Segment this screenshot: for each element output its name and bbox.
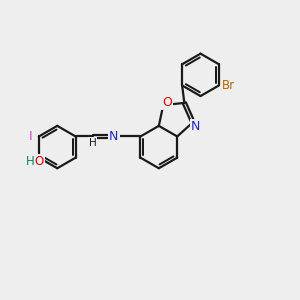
- Text: H: H: [26, 155, 35, 168]
- Text: O: O: [35, 155, 44, 168]
- Text: N: N: [190, 121, 200, 134]
- Text: O: O: [162, 96, 172, 109]
- Text: Br: Br: [222, 79, 235, 92]
- Text: I: I: [29, 130, 32, 143]
- Text: H: H: [89, 138, 97, 148]
- Text: N: N: [109, 130, 119, 143]
